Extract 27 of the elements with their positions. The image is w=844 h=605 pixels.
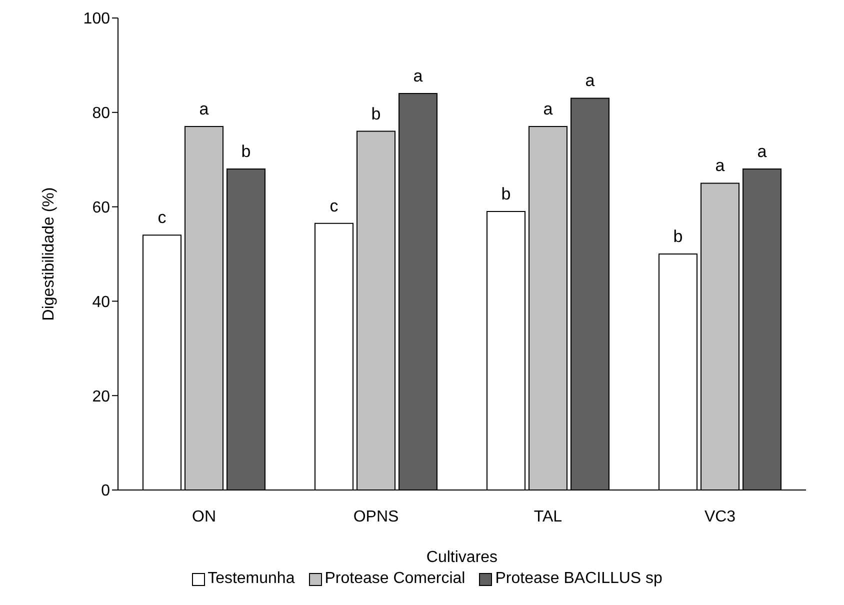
x-tick-label: ON [192,508,216,526]
data-label: a [543,100,554,119]
y-tick-label: 60 [92,199,110,216]
legend-label: Testemunha [208,570,295,588]
y-tick-label: 100 [83,10,110,28]
data-label: b [501,184,511,204]
y-tick-label: 20 [92,388,110,406]
x-tick-label: TAL [534,508,562,526]
data-label: b [241,142,251,162]
y-tick-label: 40 [92,294,110,311]
data-label: a [413,66,424,86]
data-label: a [715,156,726,176]
data-label: b [371,104,381,124]
data-label: a [757,142,768,162]
x-tick-label: OPNS [353,508,399,526]
y-tick-label: 0 [101,482,110,500]
x-tick-label: VC3 [704,508,736,526]
data-label: a [199,100,210,119]
legend-label: Protease Comercial [324,570,466,588]
legend-label: Protease BACILLUS sp [495,570,662,588]
x-axis-title: Cultivares [426,549,498,566]
y-axis-title: Digestibilidade (%) [40,187,58,321]
data-label: a [585,71,596,90]
data-label: b [673,227,683,246]
y-tick-label: 80 [92,105,110,122]
data-label: c [330,196,339,216]
data-label: c [158,208,167,228]
